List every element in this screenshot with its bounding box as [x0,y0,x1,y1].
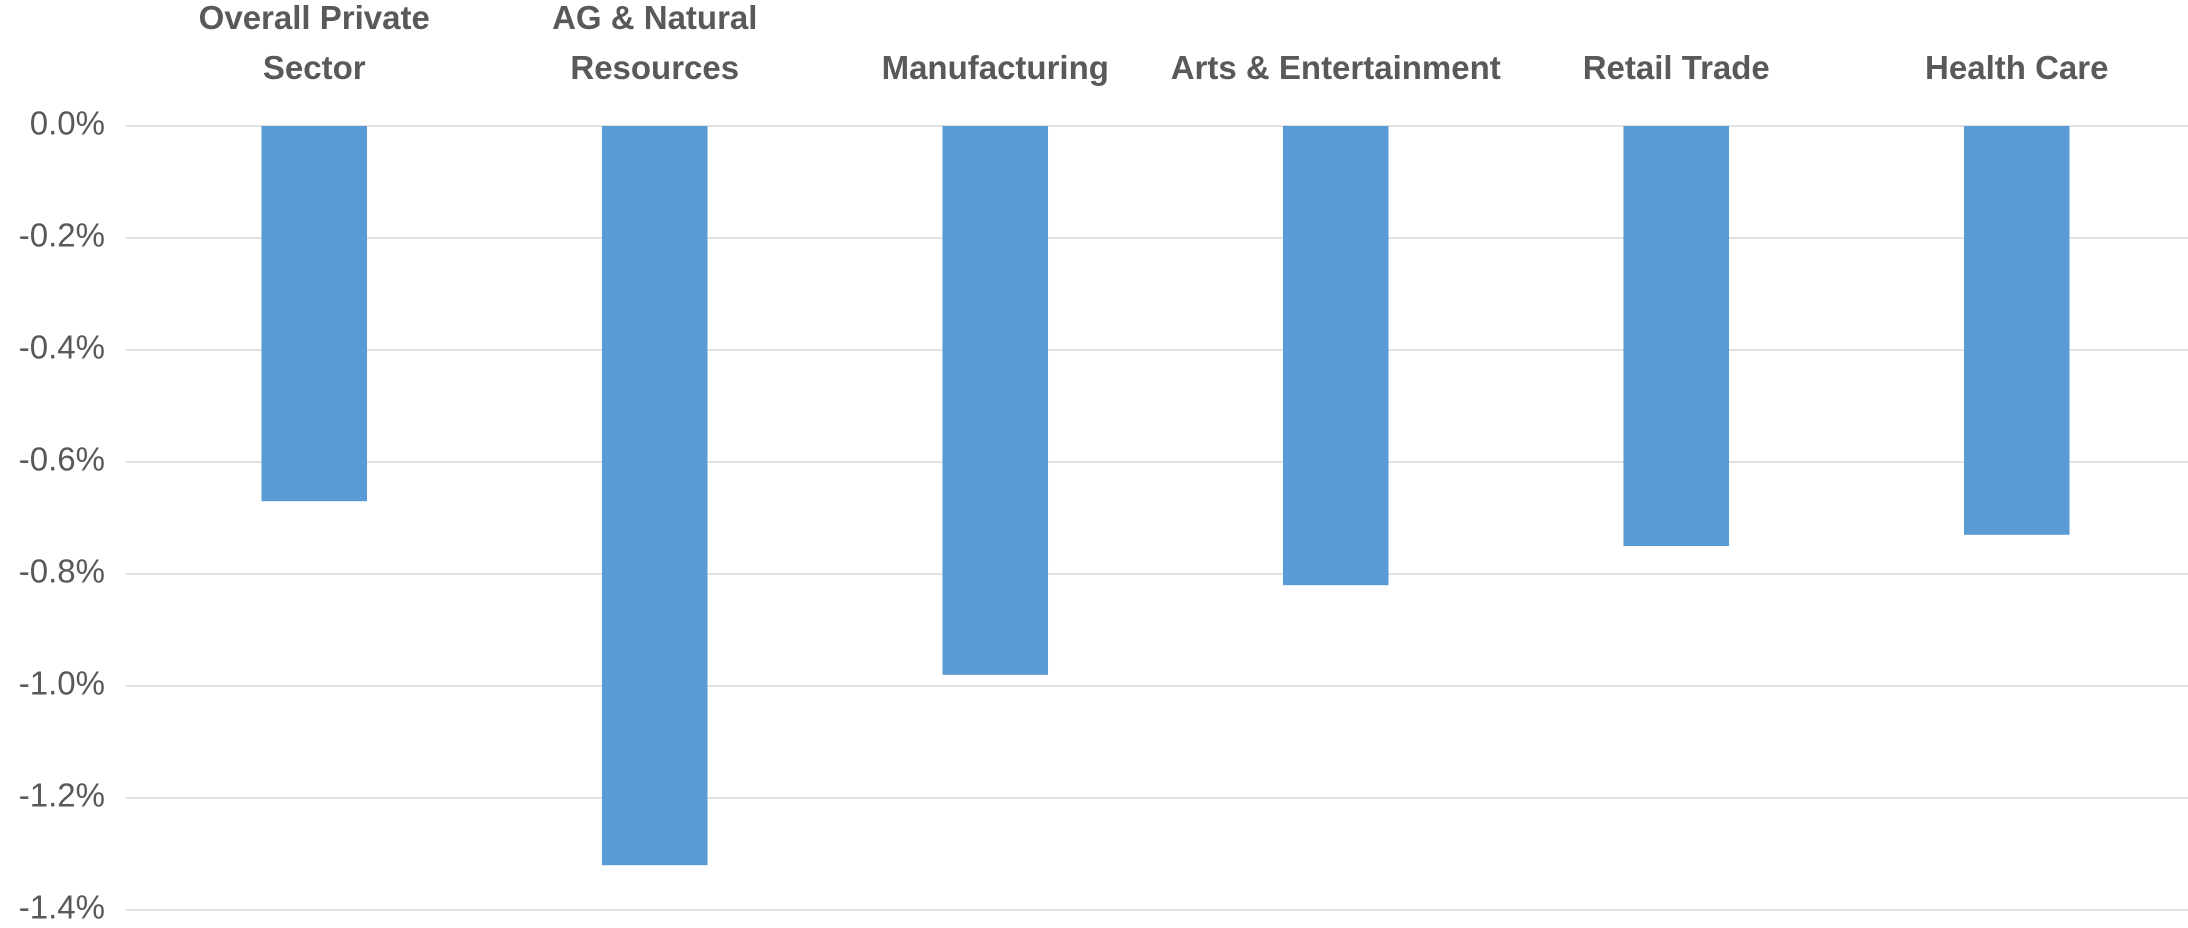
x-tick-label: Overall Private Sector [198,0,430,86]
y-tick-label: -1.4% [19,889,105,926]
bar [601,126,708,866]
x-tick-label: Health Care [1925,49,2109,86]
x-tick-label: Manufacturing [881,49,1109,86]
x-tick-label: Arts & Entertainment [1170,49,1501,86]
y-tick-label: -1.0% [19,665,105,702]
bar [261,126,368,502]
y-tick-label: -0.4% [19,329,105,366]
bar [1623,126,1730,546]
y-tick-label: -0.8% [19,553,105,590]
y-tick-label: 0.0% [30,105,105,142]
x-tick-label: Retail Trade [1582,49,1770,86]
x-tick-label: AG & Natural Resources [552,0,758,86]
y-tick-label: -0.2% [19,217,105,254]
bar [1963,126,2070,535]
bar [942,126,1049,675]
bar [1282,126,1389,586]
y-tick-label: -1.2% [19,777,105,814]
y-tick-label: -0.6% [19,441,105,478]
